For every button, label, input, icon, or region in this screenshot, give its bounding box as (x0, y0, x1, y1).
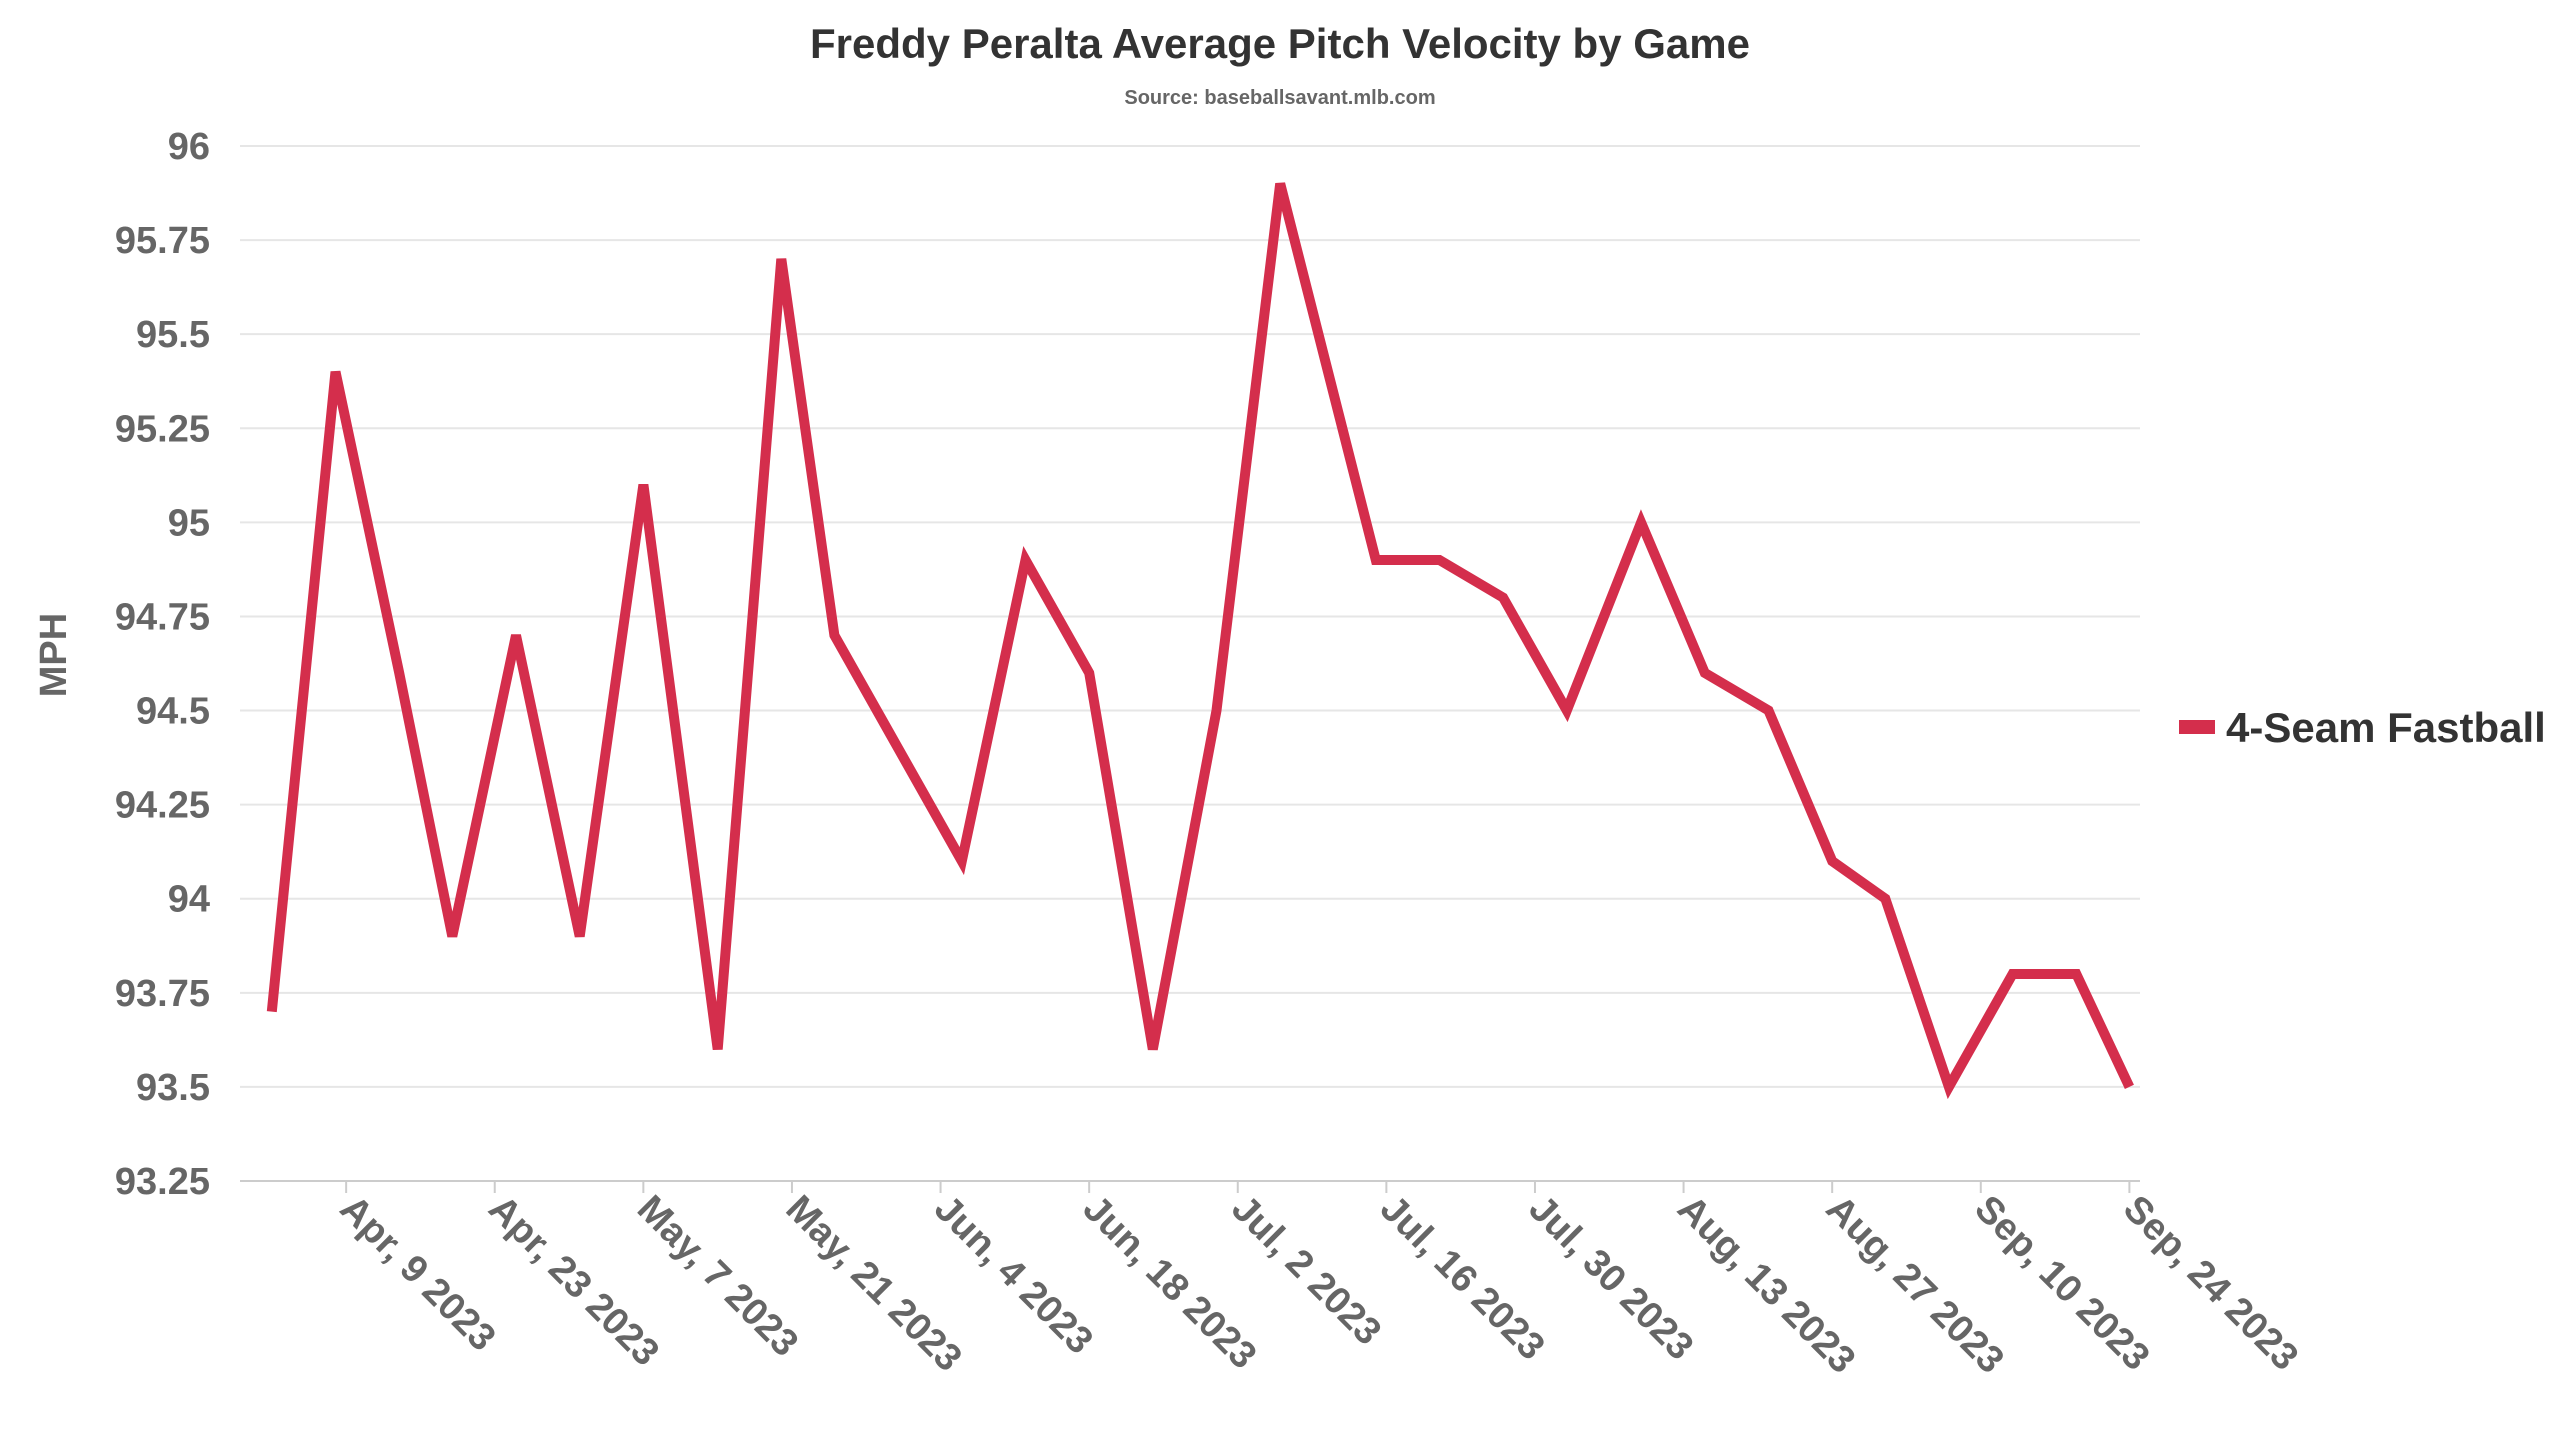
y-tick-label: 94 (168, 879, 210, 921)
series-lines (266, 182, 2134, 1100)
y-tick-label: 93.75 (115, 973, 210, 1015)
y-tick-label: 95 (168, 502, 210, 544)
chart-subtitle: Source: baseballsavant.mlb.com (1124, 87, 1435, 109)
y-tick-label: 94.5 (136, 691, 210, 733)
grid-lines (240, 145, 2140, 1182)
x-tick-label: Jul, 2 2023 (1223, 1188, 1389, 1354)
chart-title: Freddy Peralta Average Pitch Velocity by… (810, 20, 1750, 67)
y-tick-label: 93.25 (115, 1161, 210, 1203)
series-line (266, 182, 2134, 1100)
y-tick-label: 94.25 (115, 785, 210, 827)
y-tick-label: 96 (168, 126, 210, 168)
y-tick-label: 95.5 (136, 314, 210, 356)
y-tick-label: 95.25 (115, 408, 210, 450)
y-axis-ticks: 93.25 93.5 93.75 94 94.25 94.5 94.75 95 95.25 95.… (115, 126, 210, 1203)
y-tick-label: 94.75 (115, 596, 210, 638)
legend: 4-Seam Fastball (2179, 704, 2546, 751)
legend-label: 4-Seam Fastball (2226, 704, 2546, 751)
y-tick-label: 95.75 (115, 220, 210, 262)
legend-swatch (2179, 720, 2215, 734)
y-axis-label: MPH (33, 613, 75, 697)
x-tick-label: Apr, 9 2023 (332, 1188, 504, 1360)
y-tick-label: 93.5 (136, 1067, 210, 1109)
